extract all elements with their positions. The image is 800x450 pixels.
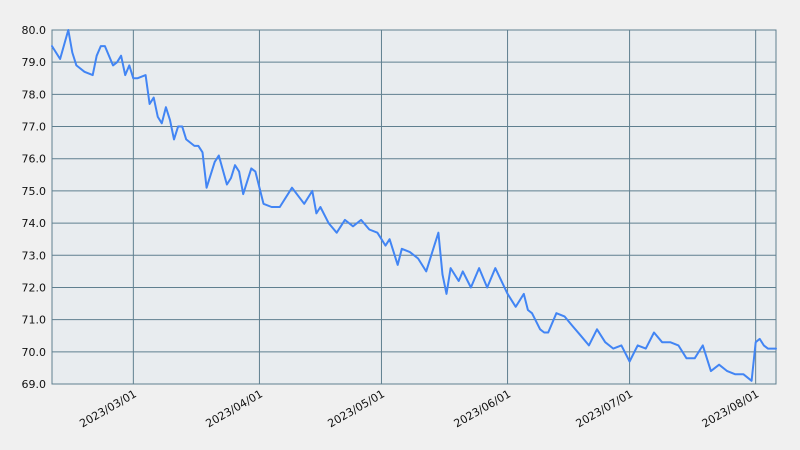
x-tick-label: 2023/07/01 (574, 387, 635, 430)
y-tick-label: 80.0 (22, 24, 47, 37)
series-line (51, 29, 777, 382)
y-axis: 80.0 79.0 78.0 77.0 76.0 75.0 74.0 73.0 72.0 71.0… (22, 24, 47, 391)
y-tick-label: 72.0 (22, 281, 47, 294)
y-tick-label: 77.0 (22, 121, 47, 134)
y-tick-label: 75.0 (22, 185, 47, 198)
series-layer (51, 29, 777, 382)
y-tick-label: 79.0 (22, 56, 47, 69)
y-tick-label: 78.0 (22, 88, 47, 101)
x-tick-label: 2023/06/01 (452, 387, 513, 430)
y-tick-label: 69.0 (22, 378, 47, 391)
y-tick-label: 76.0 (22, 153, 47, 166)
x-axis: 2023/03/01 2023/04/01 2023/05/01 2023/06/01… (77, 387, 761, 430)
grid-lines (51, 29, 777, 385)
y-tick-label: 70.0 (22, 346, 47, 359)
x-tick-label: 2023/03/01 (77, 387, 138, 430)
y-tick-label: 73.0 (22, 249, 47, 262)
plot-area (52, 30, 776, 384)
y-tick-label: 71.0 (22, 314, 47, 327)
plot-border (51, 29, 777, 385)
y-tick-label: 74.0 (22, 217, 47, 230)
x-tick-label: 2023/04/01 (204, 387, 265, 430)
x-tick-label: 2023/08/01 (700, 387, 761, 430)
x-tick-label: 2023/05/01 (326, 387, 387, 430)
